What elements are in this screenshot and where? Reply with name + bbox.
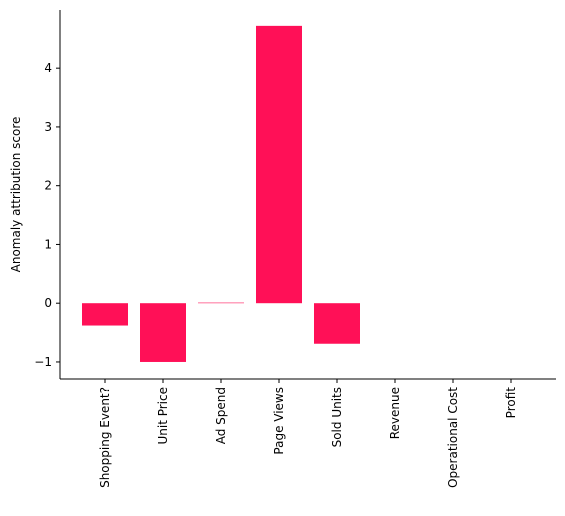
y-axis-label: Anomaly attribution score: [9, 117, 23, 273]
x-tick-label: Page Views: [272, 387, 286, 455]
axes-group: [59, 10, 556, 380]
y-tick-label: 1: [44, 237, 52, 251]
bar-page-views: [256, 25, 302, 304]
x-tick-label: Operational Cost: [446, 387, 460, 488]
bar-sold-units: [314, 303, 360, 344]
x-ticks-group: Shopping Event? Unit Price Ad Spend Page Vi…: [98, 379, 518, 488]
bar-shopping-event: [82, 303, 128, 326]
y-tick-label: 0: [44, 296, 52, 310]
x-tick-label: Sold Units: [330, 387, 344, 447]
x-tick-label: Ad Spend: [214, 387, 228, 444]
bar-unit-price: [140, 303, 186, 362]
y-tick-label: 2: [44, 179, 52, 193]
y-tick-label: 4: [44, 61, 52, 75]
x-tick-label: Shopping Event?: [98, 387, 112, 488]
x-tick-label: Unit Price: [156, 387, 170, 445]
bar-ad-spend: [198, 302, 244, 304]
x-tick-label: Profit: [504, 387, 518, 419]
y-tick-label: 3: [44, 120, 52, 134]
y-ticks-group: −1 0 1 2 3 4: [34, 61, 60, 369]
y-tick-label: −1: [34, 355, 52, 369]
bars-group: [82, 25, 534, 362]
x-tick-label: Revenue: [388, 387, 402, 439]
